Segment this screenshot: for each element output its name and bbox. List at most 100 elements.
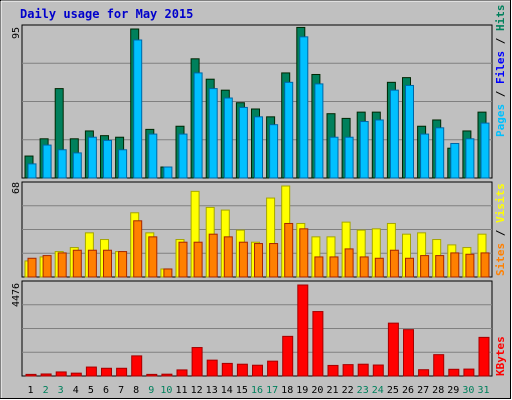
kbytes-bar [357, 363, 369, 377]
pages-bar [193, 72, 203, 179]
kbytes-bar [418, 369, 430, 377]
sites-bar [193, 241, 203, 278]
x-tick-label: 15 [236, 385, 248, 396]
sites-bar [480, 252, 490, 278]
sites-bar [238, 241, 248, 278]
x-tick-label: 23 [357, 385, 369, 396]
pages-bar [27, 163, 37, 179]
x-tick-label: 30 [462, 385, 474, 396]
pages-bar [148, 133, 158, 179]
pages-bar [163, 166, 173, 179]
pages-bar [344, 136, 354, 179]
kbytes-bar [282, 335, 294, 377]
kbytes-bar [267, 360, 279, 377]
kbytes-bar [85, 366, 97, 377]
kbytes-bar [55, 371, 67, 377]
x-tick-label: 1 [27, 385, 33, 396]
panel-visits-legend: Sites / Visits [494, 183, 507, 276]
panel-kbytes-legend: KBytes [494, 336, 507, 376]
pages-bar [405, 84, 414, 179]
pages-bar [223, 97, 233, 179]
pages-bar [480, 122, 490, 179]
sites-bar [163, 268, 173, 278]
sites-bar [314, 256, 324, 278]
sites-bar [284, 222, 294, 278]
chart-title: Daily usage for May 2015 [20, 7, 194, 21]
x-tick-label: 3 [58, 385, 64, 396]
legend-part: Pages [494, 103, 507, 137]
kbytes-bar [478, 336, 490, 377]
kbytes-bar [236, 363, 248, 377]
pages-bar [72, 152, 82, 179]
pages-bar [103, 139, 112, 179]
legend-part: KBytes [494, 336, 507, 376]
pages-bar [238, 106, 248, 179]
sites-bar [405, 257, 414, 278]
kbytes-bar [176, 369, 188, 377]
pages-bar [57, 149, 67, 179]
sites-bar [389, 249, 399, 278]
x-tick-label: 8 [133, 385, 139, 396]
sites-bar [223, 236, 233, 278]
x-tick-label: 13 [206, 385, 218, 396]
sites-bar [72, 249, 82, 278]
kbytes-bar [191, 347, 203, 377]
x-tick-label: 2 [43, 385, 49, 396]
kbytes-bar [387, 322, 399, 377]
x-tick-label: 4 [73, 385, 79, 396]
sites-bar [450, 252, 460, 278]
x-tick-label: 17 [266, 385, 278, 396]
x-tick-label: 25 [387, 385, 399, 396]
kbytes-bar [116, 367, 128, 377]
legend-part: Visits [494, 183, 507, 223]
kbytes-bar [206, 359, 218, 377]
kbytes-bar [70, 372, 82, 377]
kbytes-bar [327, 364, 339, 377]
kbytes-bar [448, 368, 460, 377]
kbytes-bar [403, 329, 414, 377]
pages-bar [450, 142, 460, 179]
x-tick-label: 31 [477, 385, 489, 396]
kbytes-bar [101, 367, 112, 377]
pages-bar [284, 81, 294, 179]
kbytes-bar [25, 373, 37, 377]
kbytes-bar [342, 364, 354, 377]
kbytes-bar [433, 354, 445, 377]
pages-bar [178, 133, 188, 179]
legend-part: / [494, 223, 507, 243]
pages-bar [254, 116, 263, 179]
pages-bar [314, 83, 324, 179]
sites-bar [148, 236, 158, 278]
x-tick-label: 10 [160, 385, 172, 396]
sites-bar [344, 248, 354, 278]
panel-kbytes-ymax: 4476 [11, 282, 22, 307]
x-tick-label: 14 [221, 385, 233, 396]
panel-visits-ymax: 68 [11, 181, 22, 194]
pages-bar [269, 124, 279, 179]
kbytes-bar [161, 373, 173, 377]
x-tick-label: 19 [296, 385, 308, 396]
sites-bar [103, 249, 112, 278]
pages-bar [465, 138, 475, 179]
pages-bar [420, 133, 430, 179]
pages-bar [87, 136, 97, 179]
sites-bar [254, 243, 263, 278]
legend-part: Hits [494, 4, 507, 32]
sites-bar [329, 256, 339, 278]
x-tick-label: 26 [402, 385, 414, 396]
kbytes-bar [297, 284, 309, 377]
kbytes-bar [40, 373, 52, 377]
sites-bar [269, 243, 279, 278]
x-tick-label: 6 [103, 385, 109, 396]
x-tick-label: 20 [311, 385, 323, 396]
sites-bar [42, 255, 52, 278]
sites-bar [87, 249, 97, 278]
panel-hits-ymax: 95 [11, 26, 22, 39]
sites-bar [118, 251, 128, 278]
x-tick-label: 21 [326, 385, 338, 396]
x-tick-label: 29 [447, 385, 459, 396]
pages-bar [329, 136, 339, 179]
kbytes-bar [252, 364, 263, 377]
legend-part: / [494, 84, 507, 104]
